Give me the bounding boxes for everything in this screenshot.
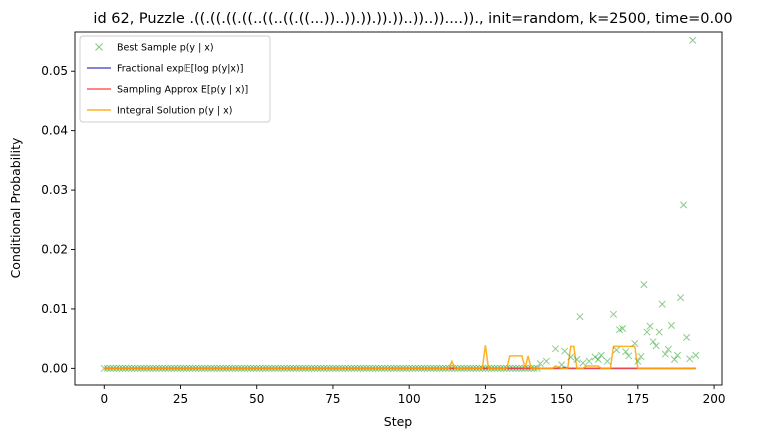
legend-label: Integral Solution p(y | x) xyxy=(117,106,232,117)
best-sample-point xyxy=(661,350,669,358)
x-tick-label: 75 xyxy=(325,392,340,406)
best-sample-point xyxy=(649,338,657,346)
best-sample-point xyxy=(631,339,639,347)
best-sample-point xyxy=(658,300,666,308)
y-tick-label: 0.03 xyxy=(41,183,68,197)
x-tick-label: 50 xyxy=(249,392,264,406)
best-sample-point xyxy=(603,357,611,365)
legend-label: Sampling Approx E[p(y | x)] xyxy=(117,85,248,96)
best-sample-point xyxy=(585,357,593,365)
best-sample-point xyxy=(673,351,682,359)
best-sample-point xyxy=(689,36,697,44)
y-tick-label: 0.05 xyxy=(41,64,68,78)
best-sample-point xyxy=(579,359,587,367)
best-sample-point xyxy=(619,324,627,333)
plot-area: 0 25 50 75 100 125 150 175 200 0.00 0.01 0.02 0.03 0.… xyxy=(41,31,726,406)
best-sample-point xyxy=(664,345,672,353)
best-sample-point xyxy=(622,348,630,356)
best-sample-point xyxy=(637,352,645,361)
x-tick-label: 175 xyxy=(626,392,649,406)
best-sample-point xyxy=(536,360,544,368)
best-sample-point xyxy=(561,347,569,355)
x-tick-label: 25 xyxy=(173,392,188,406)
chart-title: id 62, Puzzle .((.((.((.((..((..((.((...… xyxy=(93,11,732,27)
x-tick-label: 100 xyxy=(398,392,421,406)
best-sample-point xyxy=(676,294,685,302)
best-sample-point xyxy=(652,342,660,350)
best-sample-point xyxy=(558,361,566,369)
x-axis-label: Step xyxy=(384,414,413,429)
y-axis-label: Conditional Probability xyxy=(8,137,23,278)
best-sample-point xyxy=(625,352,633,360)
best-sample-point xyxy=(692,351,700,359)
best-sample-point xyxy=(594,355,602,363)
legend-box xyxy=(79,35,271,123)
best-sample-point xyxy=(634,357,642,365)
best-sample-point xyxy=(612,346,621,354)
best-sample-point xyxy=(576,313,584,321)
y-tick-label: 0.02 xyxy=(41,243,68,257)
best-sample-point xyxy=(655,328,663,336)
best-sample-point xyxy=(597,351,605,359)
best-sample-point xyxy=(643,328,651,336)
best-sample-point xyxy=(573,355,581,363)
best-sample-point xyxy=(609,310,618,318)
y-tick-label: 0.00 xyxy=(41,361,68,375)
y-tick-label: 0.01 xyxy=(41,302,68,316)
best-sample-point xyxy=(686,355,694,363)
x-tick-label: 125 xyxy=(474,392,497,406)
legend-label: Best Sample p(y | x) xyxy=(117,43,214,54)
best-sample-point xyxy=(683,333,691,342)
x-tick-label: 150 xyxy=(550,392,573,406)
x-tick-label: 200 xyxy=(703,392,726,406)
plot-frame xyxy=(74,31,723,386)
best-sample-point xyxy=(670,355,678,363)
best-sample-point xyxy=(640,281,648,289)
legend: Best Sample p(y | x) Fractional exp𝔼[log … xyxy=(79,35,271,123)
best-sample-point xyxy=(680,201,688,209)
best-sample-point xyxy=(667,322,675,330)
best-sample-point xyxy=(551,345,560,353)
best-sample-point xyxy=(646,322,654,330)
series-line-integral-solution-p-y-x xyxy=(104,345,696,370)
series-group xyxy=(100,36,700,372)
best-sample-point xyxy=(542,357,550,365)
legend-marker xyxy=(95,43,103,51)
best-sample-point xyxy=(567,353,575,361)
y-tick-label: 0.04 xyxy=(41,124,68,138)
legend-label: Fractional exp𝔼[log p(y|x)] xyxy=(117,64,243,75)
x-tick-label: 0 xyxy=(100,392,108,406)
